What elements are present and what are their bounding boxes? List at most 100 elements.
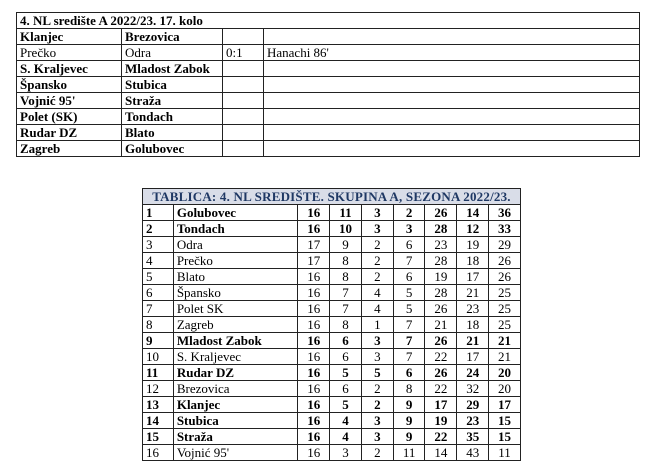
away-team: Odra [121,44,223,61]
stat-cell: 11 [392,444,426,461]
table-row: 15 Straža 16 4 3 9 22 35 15 [142,428,521,445]
stat-cell: 11 [488,444,521,461]
away-team: Brezovica [121,28,223,45]
stat-cell: 17 [488,396,521,413]
table-row: 11 Rudar DZ 16 5 5 6 26 24 20 [142,364,521,381]
stat-cell: 16 [297,380,331,397]
stat-cell: 21 [456,284,490,301]
stat-cell: 16 [297,316,331,333]
away-team: Golubovec [121,140,223,157]
stat-cell: 23 [456,300,490,317]
stat-cell: 19 [424,268,458,285]
stat-cell: 11 [329,204,362,221]
stat-cell: 17 [297,236,331,253]
stat-cell: 17 [424,396,458,413]
stat-cell: 22 [424,428,458,445]
home-team: Vojnić 95' [16,92,122,109]
position: 11 [142,364,174,381]
score [222,92,264,109]
stat-cell: 5 [360,364,394,381]
stat-cell: 3 [360,220,394,237]
stat-cell: 7 [329,284,362,301]
table-row: 13 Klanjec 16 5 2 9 17 29 17 [142,396,521,413]
away-team: Mladost Zabok [121,60,223,77]
stat-cell: 2 [360,236,394,253]
stat-cell: 5 [329,396,362,413]
stat-cell: 16 [297,220,331,237]
stat-cell: 9 [392,412,426,429]
stat-cell: 29 [488,236,521,253]
stat-cell: 3 [360,348,394,365]
team-name: Rudar DZ [172,364,299,381]
table-row: 6 Špansko 16 7 4 5 28 21 25 [142,284,521,301]
stat-cell: 26 [424,332,458,349]
stat-cell: 9 [392,428,426,445]
position: 3 [142,236,174,253]
stat-cell: 2 [392,204,426,221]
stat-cell: 32 [456,380,490,397]
stat-cell: 29 [456,396,490,413]
stat-cell: 21 [456,332,490,349]
stat-cell: 4 [329,412,362,429]
stat-cell: 2 [360,444,394,461]
stat-cell: 9 [329,236,362,253]
stat-cell: 17 [456,268,490,285]
position: 2 [142,220,174,237]
stat-cell: 2 [360,268,394,285]
score [222,108,264,125]
stat-cell: 7 [392,332,426,349]
team-name: Polet SK [172,300,299,317]
stat-cell: 25 [488,284,521,301]
fixture-row: Polet (SK) Tondach [16,108,640,125]
stat-cell: 35 [456,428,490,445]
home-team: Polet (SK) [16,108,122,125]
away-team: Stubica [121,76,223,93]
scorers [263,124,640,141]
stat-cell: 7 [329,300,362,317]
stat-cell: 26 [488,268,521,285]
stat-cell: 23 [456,412,490,429]
position: 10 [142,348,174,365]
score [222,124,264,141]
home-team: Špansko [16,76,122,93]
home-team: Klanjec [16,28,122,45]
team-name: Odra [172,236,299,253]
stat-cell: 10 [329,220,362,237]
position: 6 [142,284,174,301]
stat-cell: 7 [392,252,426,269]
stat-cell: 26 [424,300,458,317]
stat-cell: 15 [488,428,521,445]
fixtures-title-row: 4. NL središte A 2022/23. 17. kolo [16,12,640,29]
stat-cell: 19 [424,412,458,429]
stat-cell: 7 [392,348,426,365]
stat-cell: 3 [360,428,394,445]
position: 5 [142,268,174,285]
stat-cell: 26 [488,252,521,269]
stat-cell: 3 [360,412,394,429]
home-team: Prečko [16,44,122,61]
stat-cell: 4 [360,300,394,317]
stat-cell: 33 [488,220,521,237]
stat-cell: 1 [360,316,394,333]
table-row: 8 Zagreb 16 8 1 7 21 18 25 [142,316,521,333]
stat-cell: 8 [329,268,362,285]
team-name: Tondach [172,220,299,237]
stat-cell: 16 [297,284,331,301]
stat-cell: 15 [488,412,521,429]
stat-cell: 22 [424,348,458,365]
fixture-row: S. Kraljevec Mladost Zabok [16,60,640,77]
stat-cell: 6 [392,364,426,381]
fixture-row: Zagreb Golubovec [16,140,640,157]
fixture-row: Vojnić 95' Straža [16,92,640,109]
stat-cell: 43 [456,444,490,461]
stat-cell: 6 [392,236,426,253]
team-name: Mladost Zabok [172,332,299,349]
stat-cell: 6 [329,380,362,397]
stat-cell: 16 [297,268,331,285]
team-name: Stubica [172,412,299,429]
stat-cell: 25 [488,300,521,317]
stat-cell: 9 [392,396,426,413]
table-row: 7 Polet SK 16 7 4 5 26 23 25 [142,300,521,317]
fixture-row: Klanjec Brezovica [16,28,640,45]
home-team: S. Kraljevec [16,60,122,77]
